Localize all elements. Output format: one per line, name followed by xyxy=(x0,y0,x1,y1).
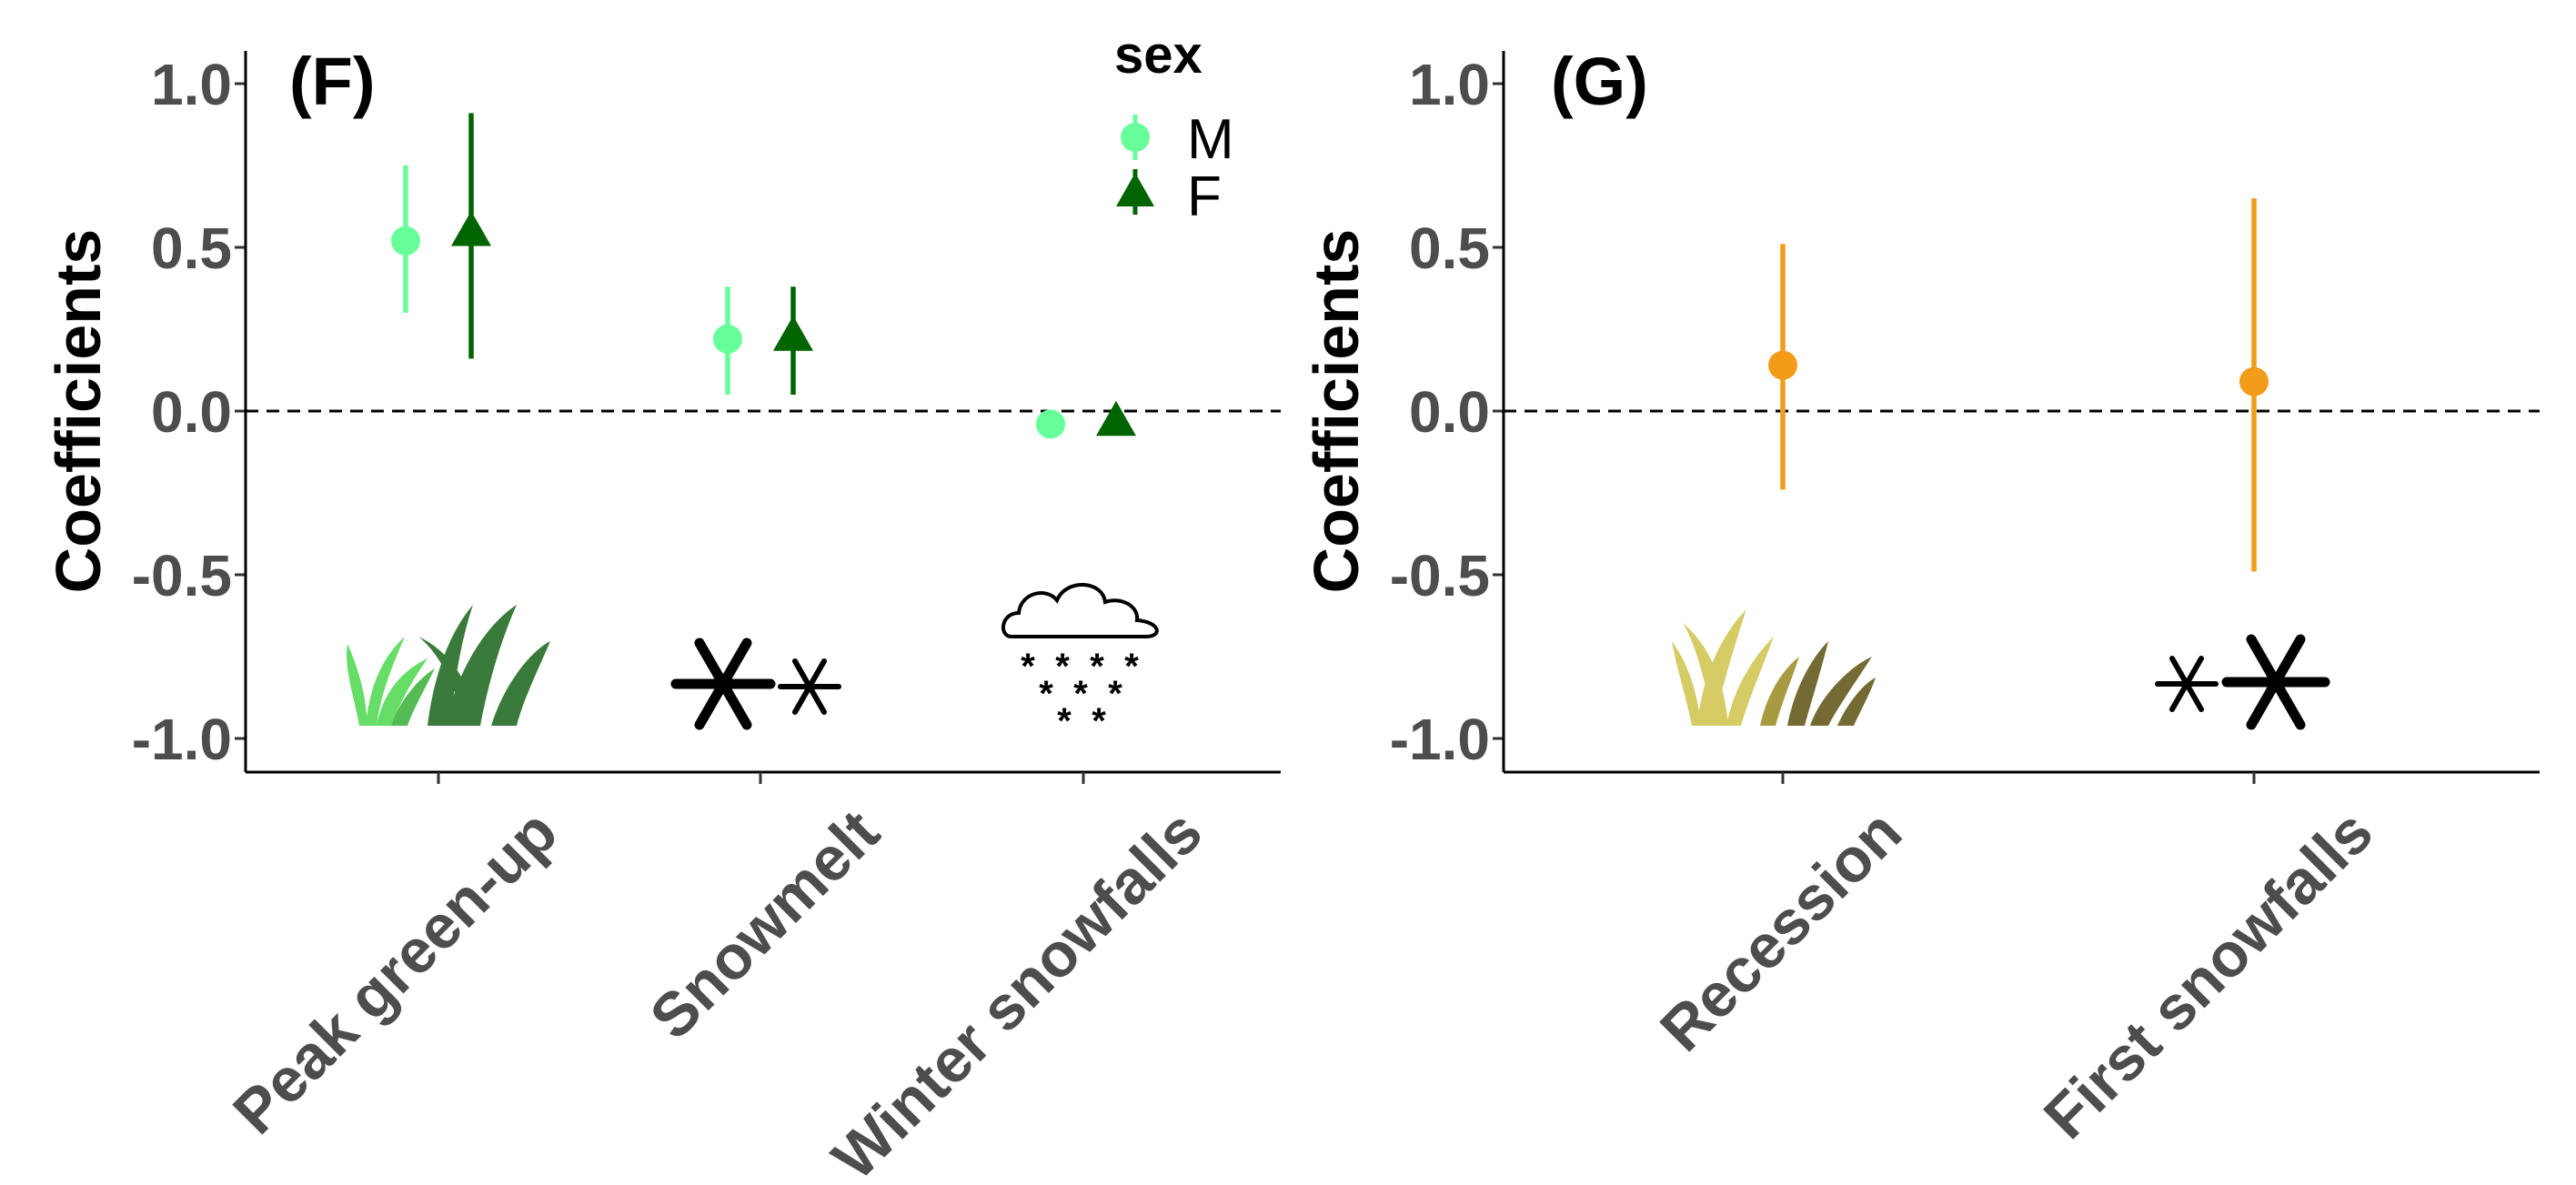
panel-f: 1.0 0.5 0.0 -0.5 -1.0 Coefficients Peak … xyxy=(43,25,1281,1185)
legend-key-circle xyxy=(1121,123,1150,152)
x-tick-label: Recession xyxy=(1647,797,1915,1064)
legend-key-triangle xyxy=(1116,173,1154,206)
y-tick-label: 0.5 xyxy=(151,216,232,281)
legend-label: M xyxy=(1187,108,1234,171)
plot-marks xyxy=(391,113,1136,439)
y-ticks: 1.0 0.5 0.0 -0.5 -1.0 xyxy=(132,52,246,772)
svg-text:*: * xyxy=(1124,647,1139,687)
y-tick-label: 0.5 xyxy=(1409,216,1490,281)
y-tick-label: -0.5 xyxy=(132,543,232,608)
panel-label: (G) xyxy=(1551,44,1648,119)
data-point-circle xyxy=(1768,350,1797,380)
data-point-circle xyxy=(2239,367,2269,397)
panel-g: 1.0 0.5 0.0 -0.5 -1.0 Coefficients Reces… xyxy=(1301,44,2540,1152)
data-point-circle xyxy=(1036,409,1065,439)
svg-text:*: * xyxy=(1073,674,1088,714)
data-point-triangle xyxy=(451,211,491,246)
y-tick-label: 0.0 xyxy=(1409,379,1490,445)
data-point-triangle xyxy=(1096,400,1136,437)
svg-text:*: * xyxy=(1055,647,1070,687)
plot-marks xyxy=(1768,198,2269,572)
x-tick-label: Peak green-up xyxy=(220,797,570,1147)
data-point-triangle xyxy=(773,316,813,351)
dry-grass-icon xyxy=(1672,609,1876,726)
svg-text:*: * xyxy=(1108,674,1122,714)
snowflakes-icon xyxy=(2155,634,2330,730)
panel-label: (F) xyxy=(289,44,376,119)
snow-cloud-icon: * * * * * * * * * xyxy=(1001,583,1159,741)
legend-title: sex xyxy=(1114,25,1202,85)
svg-text:*: * xyxy=(1021,647,1035,687)
y-tick-label: 1.0 xyxy=(1409,52,1490,117)
svg-text:*: * xyxy=(1057,701,1072,741)
data-point-circle xyxy=(713,324,742,354)
svg-text:*: * xyxy=(1092,701,1106,741)
data-point-circle xyxy=(391,226,420,256)
y-axis-title: Coefficients xyxy=(1301,229,1372,594)
svg-text:*: * xyxy=(1039,674,1053,714)
y-tick-label: 0.0 xyxy=(151,379,232,445)
y-axis-title: Coefficients xyxy=(43,229,114,594)
x-ticks xyxy=(1781,772,2256,784)
x-tick-label: First snowfalls xyxy=(2031,797,2386,1151)
legend: sex M F xyxy=(1114,25,1234,228)
y-tick-label: -1.0 xyxy=(132,707,232,772)
y-tick-label: 1.0 xyxy=(151,52,232,117)
x-ticks xyxy=(437,772,1085,784)
svg-text:*: * xyxy=(1090,647,1104,687)
y-ticks: 1.0 0.5 0.0 -0.5 -1.0 xyxy=(1390,52,1504,772)
legend-label: F xyxy=(1187,166,1222,228)
y-tick-label: -0.5 xyxy=(1390,543,1490,608)
x-tick-label: Snowmelt xyxy=(637,797,892,1052)
grass-icon xyxy=(347,605,550,726)
snowflakes-icon xyxy=(670,638,841,730)
y-tick-label: -1.0 xyxy=(1390,707,1490,772)
